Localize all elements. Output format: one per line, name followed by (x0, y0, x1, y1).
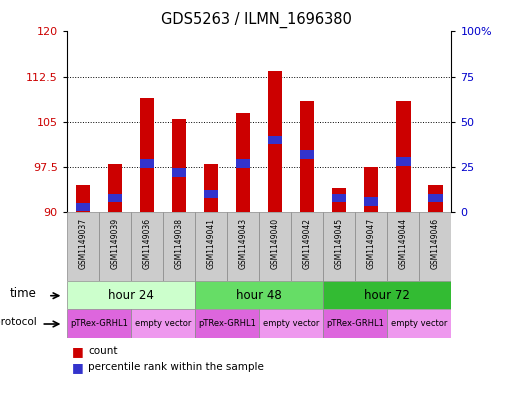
Text: ■: ■ (72, 360, 84, 374)
Text: empty vector: empty vector (135, 319, 191, 328)
Text: hour 24: hour 24 (108, 288, 154, 302)
Bar (98, 212, 131, 281)
Text: count: count (88, 346, 118, 356)
Text: GSM1149044: GSM1149044 (399, 218, 408, 269)
Bar (300, 101, 314, 212)
Bar (140, 98, 154, 212)
Text: GSM1149042: GSM1149042 (303, 218, 312, 269)
Text: GSM1149036: GSM1149036 (142, 218, 151, 269)
Bar (291, 212, 323, 281)
Text: GSM1149039: GSM1149039 (110, 218, 120, 269)
Text: GSM1149046: GSM1149046 (431, 218, 440, 269)
Bar (428, 185, 443, 212)
Bar (420, 212, 451, 281)
Bar (236, 113, 250, 212)
Bar (108, 193, 122, 202)
Bar (195, 281, 323, 309)
Bar (387, 309, 451, 338)
Text: GSM1149041: GSM1149041 (206, 218, 215, 269)
Bar (75, 202, 90, 211)
Bar (131, 309, 195, 338)
Bar (204, 164, 218, 212)
Text: empty vector: empty vector (263, 319, 319, 328)
Bar (387, 212, 420, 281)
Text: protocol: protocol (0, 317, 37, 327)
Bar (108, 164, 122, 212)
Bar (67, 212, 98, 281)
Text: GSM1149043: GSM1149043 (239, 218, 248, 269)
Text: GSM1149047: GSM1149047 (367, 218, 376, 269)
Bar (195, 309, 259, 338)
Bar (67, 309, 131, 338)
Bar (131, 212, 163, 281)
Bar (236, 159, 250, 168)
Bar (172, 168, 186, 177)
Bar (172, 119, 186, 212)
Bar (195, 212, 227, 281)
Bar (140, 159, 154, 168)
Bar (259, 212, 291, 281)
Text: hour 72: hour 72 (364, 288, 410, 302)
Bar (428, 193, 443, 202)
Bar (355, 212, 387, 281)
Bar (332, 188, 346, 212)
Text: GSM1149037: GSM1149037 (78, 218, 87, 269)
Bar (323, 281, 451, 309)
Text: GSM1149038: GSM1149038 (174, 218, 184, 269)
Bar (300, 150, 314, 159)
Bar (364, 197, 379, 206)
Text: pTRex-GRHL1: pTRex-GRHL1 (326, 319, 384, 328)
Bar (67, 281, 195, 309)
Text: ■: ■ (72, 345, 84, 358)
Bar (75, 185, 90, 212)
Text: pTRex-GRHL1: pTRex-GRHL1 (70, 319, 128, 328)
Bar (163, 212, 195, 281)
Bar (268, 71, 282, 212)
Bar (396, 157, 410, 166)
Bar (227, 212, 259, 281)
Bar (259, 309, 323, 338)
Text: GDS5263 / ILMN_1696380: GDS5263 / ILMN_1696380 (161, 12, 352, 28)
Text: percentile rank within the sample: percentile rank within the sample (88, 362, 264, 372)
Text: time: time (10, 287, 37, 300)
Bar (364, 167, 379, 212)
Bar (396, 101, 410, 212)
Text: GSM1149045: GSM1149045 (334, 218, 344, 269)
Bar (204, 190, 218, 198)
Text: hour 48: hour 48 (236, 288, 282, 302)
Bar (323, 212, 355, 281)
Text: empty vector: empty vector (391, 319, 447, 328)
Bar (323, 309, 387, 338)
Bar (268, 136, 282, 144)
Text: pTRex-GRHL1: pTRex-GRHL1 (198, 319, 256, 328)
Text: GSM1149040: GSM1149040 (270, 218, 280, 269)
Bar (332, 193, 346, 202)
